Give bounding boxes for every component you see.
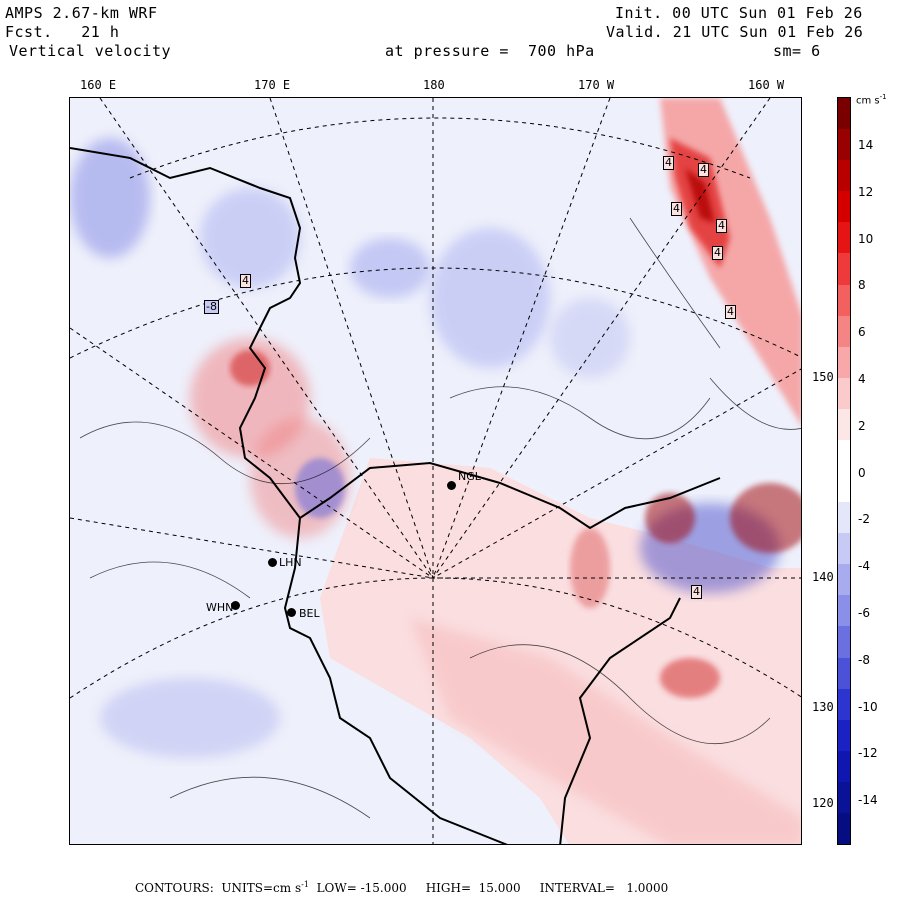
lon-label-160w: 160 W bbox=[748, 78, 785, 92]
colorbar-tick-label: 0 bbox=[858, 465, 866, 480]
colorbar-segment bbox=[838, 253, 850, 285]
colorbar-tick-label: -12 bbox=[858, 746, 878, 761]
contour-label: -8 bbox=[204, 300, 219, 314]
station-bel-marker bbox=[287, 608, 296, 617]
colorbar-tick-label: -2 bbox=[858, 512, 870, 527]
valid-time: Valid. 21 UTC Sun 01 Feb 26 bbox=[606, 23, 864, 41]
station-bel-label: BEL bbox=[299, 607, 320, 620]
colorbar bbox=[837, 97, 851, 845]
contour-label: 4 bbox=[712, 246, 723, 260]
station-ngl-label: NGL bbox=[458, 470, 481, 483]
contour-label: 4 bbox=[691, 585, 702, 599]
colorbar-tick-label: 12 bbox=[858, 184, 874, 199]
lon-label-170w: 170 W bbox=[578, 78, 615, 92]
contour-label: 4 bbox=[716, 219, 727, 233]
field-name: Vertical velocity bbox=[9, 42, 172, 60]
lon-label-180: 180 bbox=[423, 78, 445, 92]
colorbar-tick-label: -14 bbox=[858, 793, 878, 808]
colorbar-segment bbox=[838, 160, 850, 192]
model-title: AMPS 2.67-km WRF bbox=[5, 4, 158, 22]
colorbar-segment bbox=[838, 191, 850, 223]
colorbar-segment bbox=[838, 284, 850, 317]
colorbar-segment bbox=[838, 564, 850, 596]
init-time: Init. 00 UTC Sun 01 Feb 26 bbox=[615, 4, 863, 22]
colorbar-tick-label: 8 bbox=[858, 278, 866, 293]
colorbar-segment bbox=[838, 471, 850, 503]
vertical-velocity-map: NGL LHN WHN BEL 4 4 4 4 4 4 4 4 -8 bbox=[69, 97, 802, 845]
graticule bbox=[70, 98, 801, 844]
lon-label-170e: 170 E bbox=[254, 78, 291, 92]
contour-label: 4 bbox=[240, 274, 251, 288]
colorbar-tick-label: 6 bbox=[858, 325, 866, 340]
contour-label: 4 bbox=[725, 305, 736, 319]
colorbar-segment bbox=[838, 626, 850, 658]
colorbar-segment bbox=[838, 377, 850, 410]
station-whn-marker bbox=[231, 601, 240, 610]
pressure-level: at pressure = 700 hPa bbox=[385, 42, 595, 60]
contour-info: CONTOURS: UNITS=cm s-1 LOW= -15.000 HIGH… bbox=[135, 880, 669, 895]
colorbar-segment bbox=[838, 439, 850, 472]
colorbar-segment bbox=[838, 688, 850, 721]
map-field bbox=[70, 98, 801, 844]
colorbar-segment bbox=[838, 222, 850, 254]
colorbar-tick-label: 10 bbox=[858, 231, 874, 246]
colorbar-segment bbox=[838, 315, 850, 348]
colorbar-tick-label: -6 bbox=[858, 606, 870, 620]
colorbar-tick-label: 14 bbox=[858, 138, 874, 152]
lon-label-160e: 160 E bbox=[80, 78, 117, 92]
contour-label: 4 bbox=[663, 156, 674, 170]
colorbar-tick-label: 2 bbox=[858, 418, 866, 433]
colorbar-segment bbox=[838, 719, 850, 752]
colorbar-segment bbox=[838, 781, 850, 814]
smoothing: sm= 6 bbox=[773, 42, 821, 60]
colorbar-segment bbox=[838, 812, 850, 845]
colorbar-segment bbox=[838, 129, 850, 161]
coastline bbox=[70, 147, 721, 844]
station-ngl-marker bbox=[447, 481, 456, 490]
colorbar-tick-label: 4 bbox=[858, 372, 866, 386]
colorbar-segment bbox=[838, 657, 850, 690]
colorbar-segment bbox=[838, 408, 850, 441]
colorbar-segment bbox=[838, 533, 850, 565]
contour-label: 4 bbox=[671, 202, 682, 216]
station-lhn-marker bbox=[268, 558, 277, 567]
station-whn-label: WHN bbox=[206, 601, 234, 614]
colorbar-segment bbox=[838, 98, 850, 130]
colorbar-tick-label: -8 bbox=[858, 652, 870, 667]
colorbar-tick-label: -10 bbox=[858, 699, 878, 714]
ross-shelf-band bbox=[410, 618, 801, 844]
colorbar-tick-label: -4 bbox=[858, 559, 870, 574]
colorbar-segment bbox=[838, 750, 850, 783]
colorbar-units: cm s-1 bbox=[856, 93, 887, 107]
colorbar-segment bbox=[838, 502, 850, 534]
station-lhn-label: LHN bbox=[279, 556, 302, 569]
forecast-hour: Fcst. 21 h bbox=[5, 23, 120, 41]
colorbar-segment bbox=[838, 346, 850, 379]
colorbar-segment bbox=[838, 595, 850, 627]
contour-label: 4 bbox=[698, 163, 709, 177]
